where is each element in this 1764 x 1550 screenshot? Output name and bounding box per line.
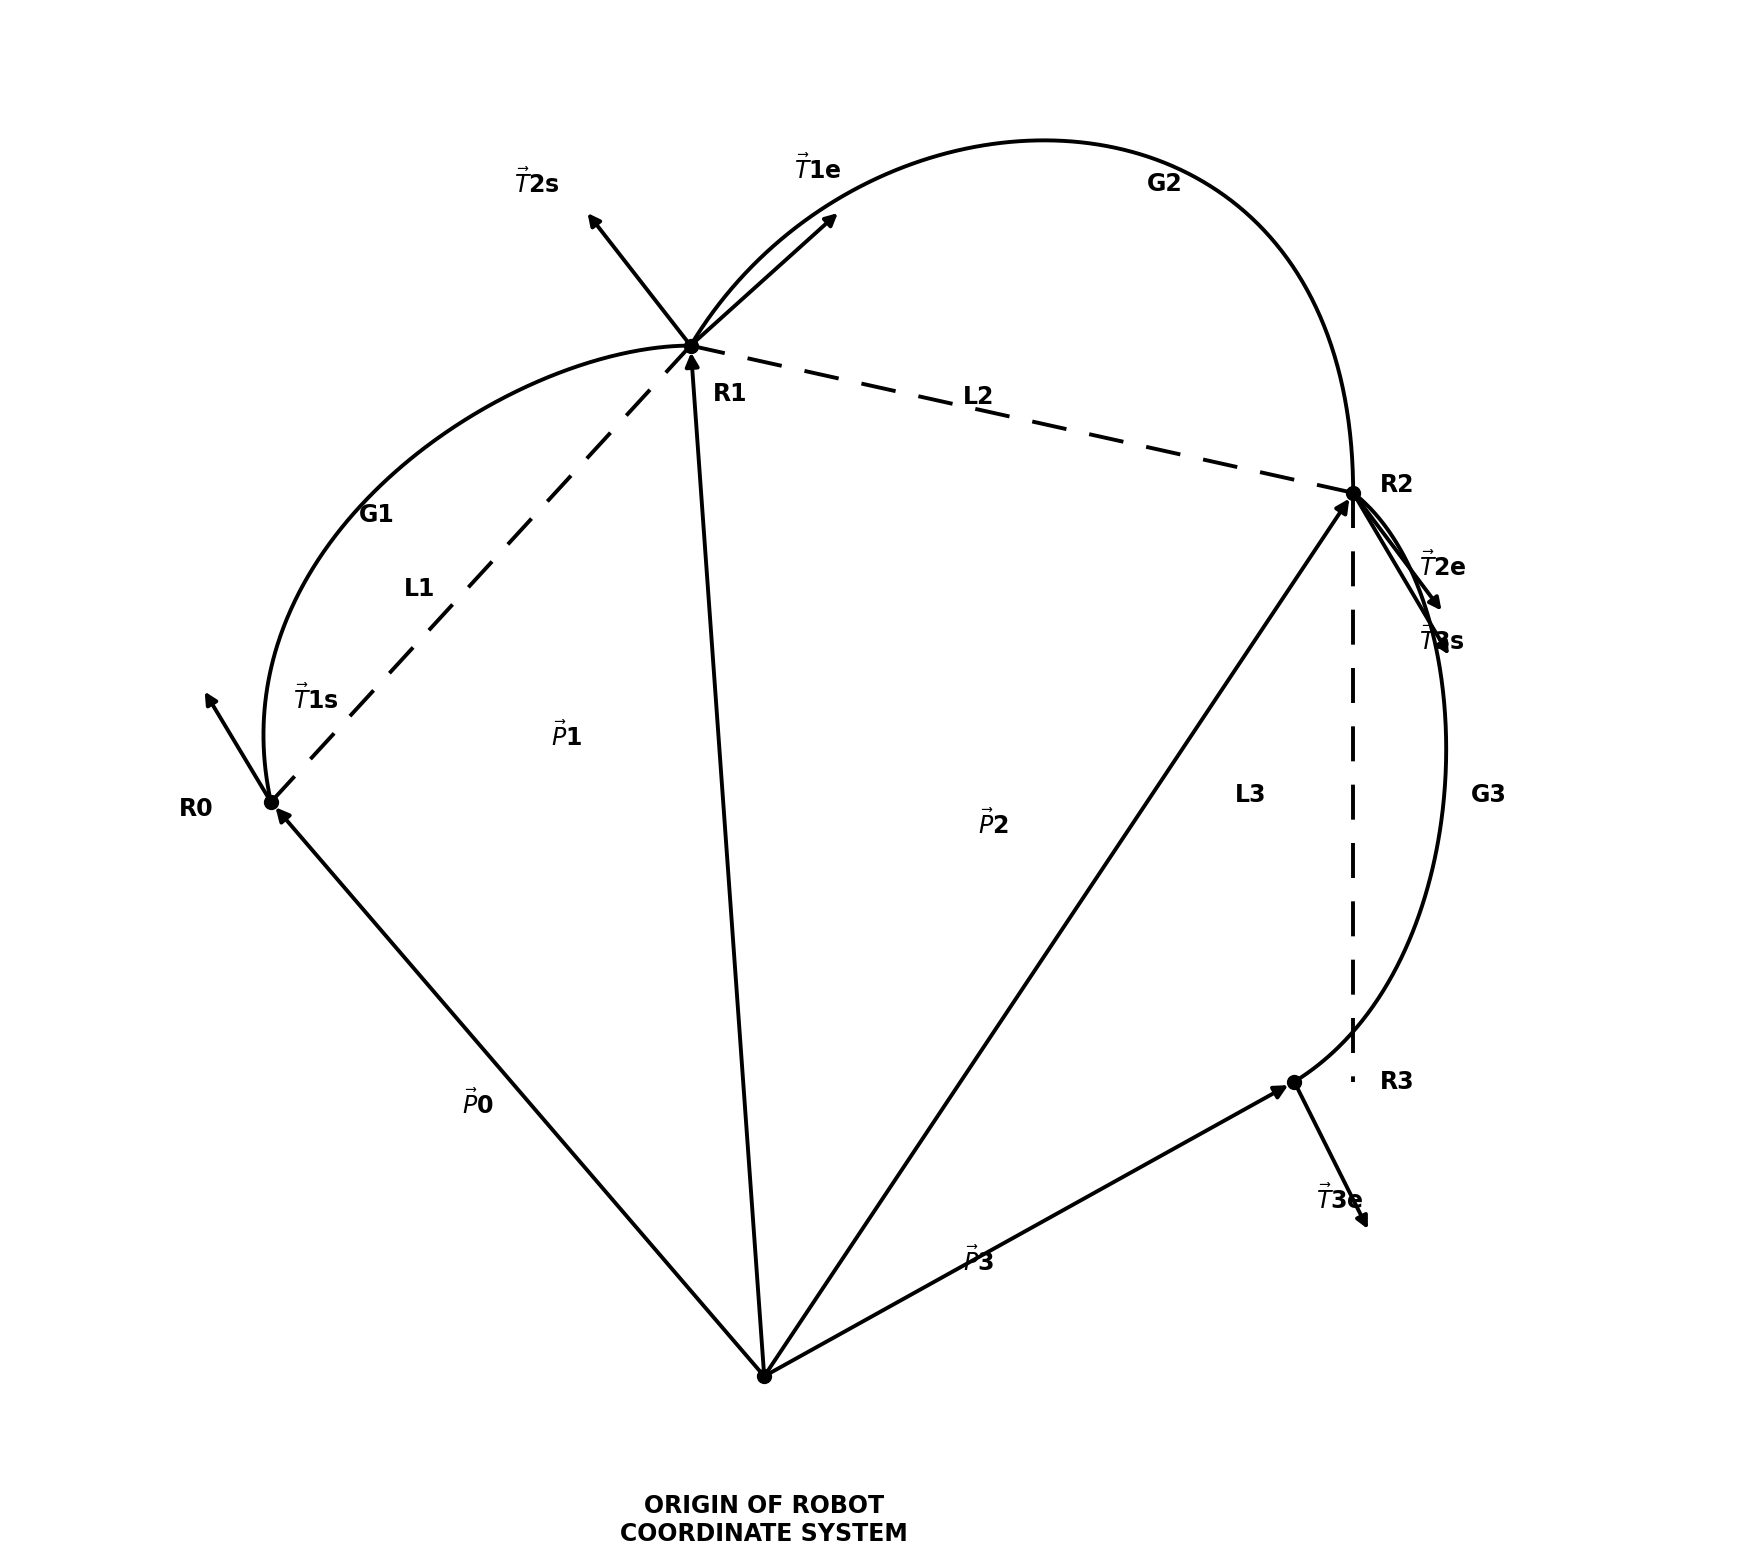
Text: $\vec{T}$1s: $\vec{T}$1s (293, 684, 339, 715)
Text: L2: L2 (963, 384, 995, 409)
Text: $\vec{T}$2e: $\vec{T}$2e (1420, 552, 1468, 581)
Text: L3: L3 (1235, 783, 1267, 806)
Text: R1: R1 (713, 383, 748, 406)
Text: G3: G3 (1471, 783, 1506, 806)
Text: $\vec{P}$0: $\vec{P}$0 (462, 1090, 494, 1119)
Text: G1: G1 (360, 502, 395, 527)
Text: $\vec{T}$2s: $\vec{T}$2s (513, 169, 559, 198)
Text: $\vec{P}$1: $\vec{P}$1 (550, 721, 582, 750)
Text: G2: G2 (1147, 172, 1184, 195)
Text: $\vec{T}$3e: $\vec{T}$3e (1316, 1184, 1364, 1215)
Text: $\vec{P}$3: $\vec{P}$3 (963, 1246, 993, 1276)
Text: R3: R3 (1379, 1070, 1415, 1094)
Text: $\vec{T}$3s: $\vec{T}$3s (1420, 625, 1466, 656)
Text: L1: L1 (404, 577, 436, 600)
Text: R0: R0 (178, 797, 213, 822)
Text: $\vec{P}$2: $\vec{P}$2 (977, 809, 1009, 839)
Text: ORIGIN OF ROBOT
COORDINATE SYSTEM: ORIGIN OF ROBOT COORDINATE SYSTEM (621, 1494, 908, 1545)
Text: R2: R2 (1379, 473, 1415, 498)
Text: $\vec{T}$1e: $\vec{T}$1e (794, 153, 841, 184)
